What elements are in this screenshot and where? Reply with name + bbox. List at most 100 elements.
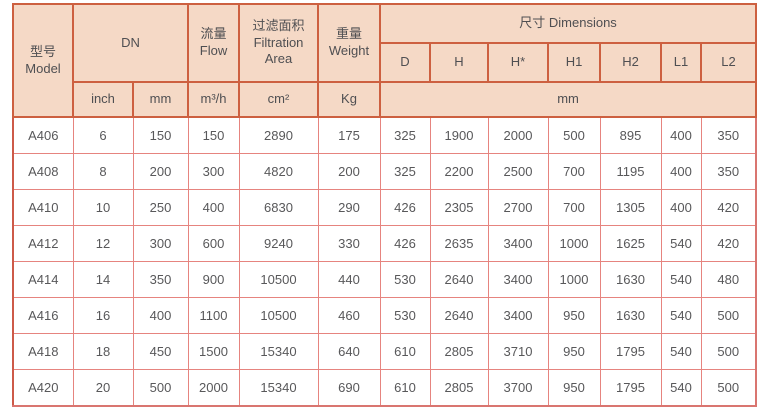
- value-cell: 1625: [599, 225, 662, 262]
- value-cell: 610: [379, 333, 431, 370]
- filtration-label-en: Filtration Area: [253, 34, 304, 67]
- col-header-l2: L2: [699, 42, 758, 83]
- table-row: A416 16 400 1100 10500 460 530 2640 3400 950 1630 5…: [12, 297, 758, 334]
- value-cell: 480: [700, 261, 758, 298]
- value-cell: 8: [72, 153, 134, 190]
- value-cell: 690: [317, 369, 381, 407]
- value-cell: 290: [317, 189, 381, 226]
- value-cell: 460: [317, 297, 381, 334]
- model-cell: A418: [12, 333, 74, 370]
- value-cell: 1195: [599, 153, 662, 190]
- table-row: A414 14 350 900 10500 440 530 2640 3400 1000 1630 5…: [12, 261, 758, 298]
- model-cell: A406: [12, 116, 74, 154]
- value-cell: 2500: [487, 153, 549, 190]
- col-header-h2: H2: [599, 42, 662, 83]
- value-cell: 1305: [599, 189, 662, 226]
- model-cell: A420: [12, 369, 74, 407]
- unit-dimensions: mm: [378, 81, 758, 118]
- value-cell: 2805: [429, 333, 489, 370]
- value-cell: 12: [72, 225, 134, 262]
- value-cell: 420: [700, 225, 758, 262]
- value-cell: 200: [132, 153, 189, 190]
- col-header-dn: DN: [72, 3, 189, 83]
- value-cell: 16: [72, 297, 134, 334]
- value-cell: 2700: [487, 189, 549, 226]
- value-cell: 10500: [238, 261, 319, 298]
- value-cell: 3400: [487, 225, 549, 262]
- model-label-en: Model: [25, 60, 61, 76]
- col-header-model: 型号 Model: [12, 3, 74, 118]
- value-cell: 530: [379, 261, 431, 298]
- value-cell: 330: [317, 225, 381, 262]
- flow-label-zh: 流量: [200, 26, 227, 42]
- table-row: A406 6 150 150 2890 175 325 1900 2000 500 895 400 35…: [12, 116, 758, 154]
- value-cell: 950: [547, 369, 601, 407]
- value-cell: 1000: [547, 261, 601, 298]
- value-cell: 3700: [487, 369, 549, 407]
- value-cell: 300: [132, 225, 189, 262]
- value-cell: 2000: [487, 116, 549, 154]
- value-cell: 500: [547, 116, 601, 154]
- unit-weight: Kg: [317, 81, 381, 118]
- col-header-d: D: [379, 42, 431, 83]
- model-cell: A410: [12, 189, 74, 226]
- value-cell: 530: [379, 297, 431, 334]
- flow-label-en: Flow: [199, 43, 228, 58]
- value-cell: 426: [379, 225, 431, 262]
- col-header-dimensions: 尺寸 Dimensions: [378, 3, 758, 44]
- value-cell: 6: [72, 116, 134, 154]
- value-cell: 350: [700, 116, 758, 154]
- value-cell: 420: [700, 189, 758, 226]
- value-cell: 400: [660, 116, 702, 154]
- value-cell: 150: [187, 116, 240, 154]
- value-cell: 10500: [238, 297, 319, 334]
- value-cell: 325: [379, 116, 431, 154]
- value-cell: 1500: [187, 333, 240, 370]
- value-cell: 540: [660, 261, 702, 298]
- value-cell: 540: [660, 225, 702, 262]
- value-cell: 1630: [599, 261, 662, 298]
- value-cell: 1900: [429, 116, 489, 154]
- value-cell: 18: [72, 333, 134, 370]
- value-cell: 540: [660, 333, 702, 370]
- col-header-weight: 重量 Weight: [317, 3, 381, 83]
- value-cell: 2805: [429, 369, 489, 407]
- value-cell: 350: [700, 153, 758, 190]
- value-cell: 3400: [487, 261, 549, 298]
- table-header: 型号 Model DN 流量 Flow 过滤面积 Filtration Area…: [12, 3, 758, 118]
- value-cell: 14: [72, 261, 134, 298]
- table-row: A408 8 200 300 4820 200 325 2200 2500 700 1195 400 3…: [12, 153, 758, 190]
- table-body: A406 6 150 150 2890 175 325 1900 2000 500 895 400 35…: [12, 116, 758, 407]
- value-cell: 2200: [429, 153, 489, 190]
- value-cell: 250: [132, 189, 189, 226]
- value-cell: 500: [700, 297, 758, 334]
- unit-mm: mm: [132, 81, 189, 118]
- col-header-filtration-area: 过滤面积 Filtration Area: [238, 3, 319, 83]
- col-header-h1: H1: [547, 42, 601, 83]
- unit-inch: inch: [72, 81, 134, 118]
- value-cell: 20: [72, 369, 134, 407]
- value-cell: 1795: [599, 369, 662, 407]
- value-cell: 2640: [429, 261, 489, 298]
- dimensions-label-zh: 尺寸: [519, 15, 546, 31]
- value-cell: 9240: [238, 225, 319, 262]
- col-header-l1: L1: [660, 42, 702, 83]
- value-cell: 1000: [547, 225, 601, 262]
- value-cell: 540: [660, 297, 702, 334]
- table-row: A410 10 250 400 6830 290 426 2305 2700 700 1305 400…: [12, 189, 758, 226]
- value-cell: 1100: [187, 297, 240, 334]
- value-cell: 2890: [238, 116, 319, 154]
- table-row: A418 18 450 1500 15340 640 610 2805 3710 950 1795 5…: [12, 333, 758, 370]
- value-cell: 540: [660, 369, 702, 407]
- model-cell: A416: [12, 297, 74, 334]
- value-cell: 2635: [429, 225, 489, 262]
- value-cell: 2305: [429, 189, 489, 226]
- value-cell: 2640: [429, 297, 489, 334]
- value-cell: 300: [187, 153, 240, 190]
- value-cell: 15340: [238, 369, 319, 407]
- value-cell: 400: [660, 189, 702, 226]
- header-row-1: 型号 Model DN 流量 Flow 过滤面积 Filtration Area…: [12, 3, 758, 118]
- value-cell: 426: [379, 189, 431, 226]
- model-cell: A414: [12, 261, 74, 298]
- value-cell: 700: [547, 189, 601, 226]
